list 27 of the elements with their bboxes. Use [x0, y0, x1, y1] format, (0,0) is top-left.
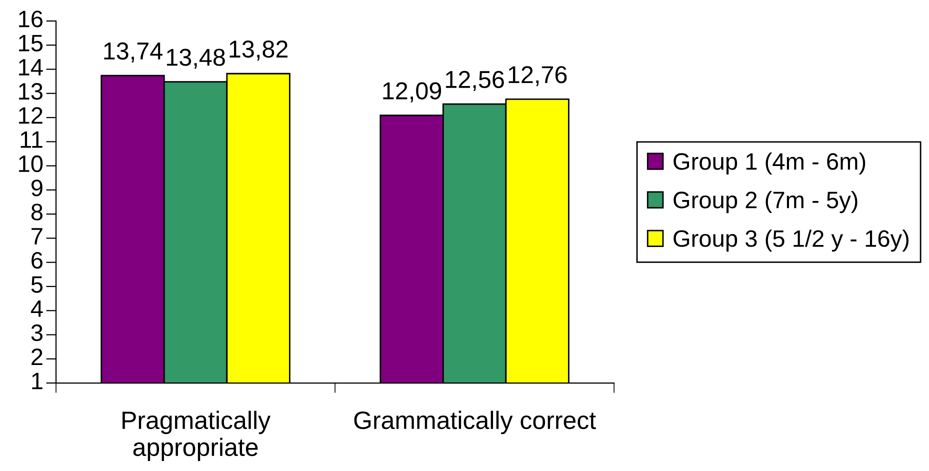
data-label: 12,09 [383, 82, 442, 102]
y-tick-label: 15 [19, 35, 43, 52]
legend-label: Group 3 (5 1/2 y - 16y) [674, 230, 908, 252]
y-tick-label: 2 [32, 348, 42, 365]
legend-label: Group 2 (7m - 5y) [674, 191, 858, 214]
y-tick-label: 5 [31, 276, 43, 293]
y-tick-label: 3 [31, 324, 42, 342]
data-label: 13,82 [230, 40, 288, 61]
y-tick-label: 6 [32, 252, 42, 269]
y-tick-label: 10 [19, 155, 43, 172]
data-label: 13,48 [166, 48, 225, 69]
data-label: 12,56 [446, 70, 504, 91]
y-tick-label: 11 [20, 132, 42, 148]
y-tick-label: 4 [30, 300, 43, 317]
data-label: 12,76 [508, 66, 567, 86]
y-tick-label: 14 [19, 59, 43, 76]
y-tick-label: 7 [32, 228, 42, 244]
x-tick-label: Grammatically correct [354, 410, 596, 434]
y-tick-label: 16 [19, 10, 42, 28]
data-label: 13,74 [104, 42, 162, 63]
y-tick-label: 8 [31, 204, 42, 220]
y-tick-label: 1 [32, 372, 42, 390]
x-tick-label: Pragmatically appropriate [122, 410, 271, 462]
legend-label: Group 1 (4m - 6m) [674, 152, 866, 175]
y-tick-label: 12 [19, 107, 42, 124]
y-tick-label: 13 [19, 83, 42, 100]
y-tick-label: 9 [31, 180, 42, 196]
